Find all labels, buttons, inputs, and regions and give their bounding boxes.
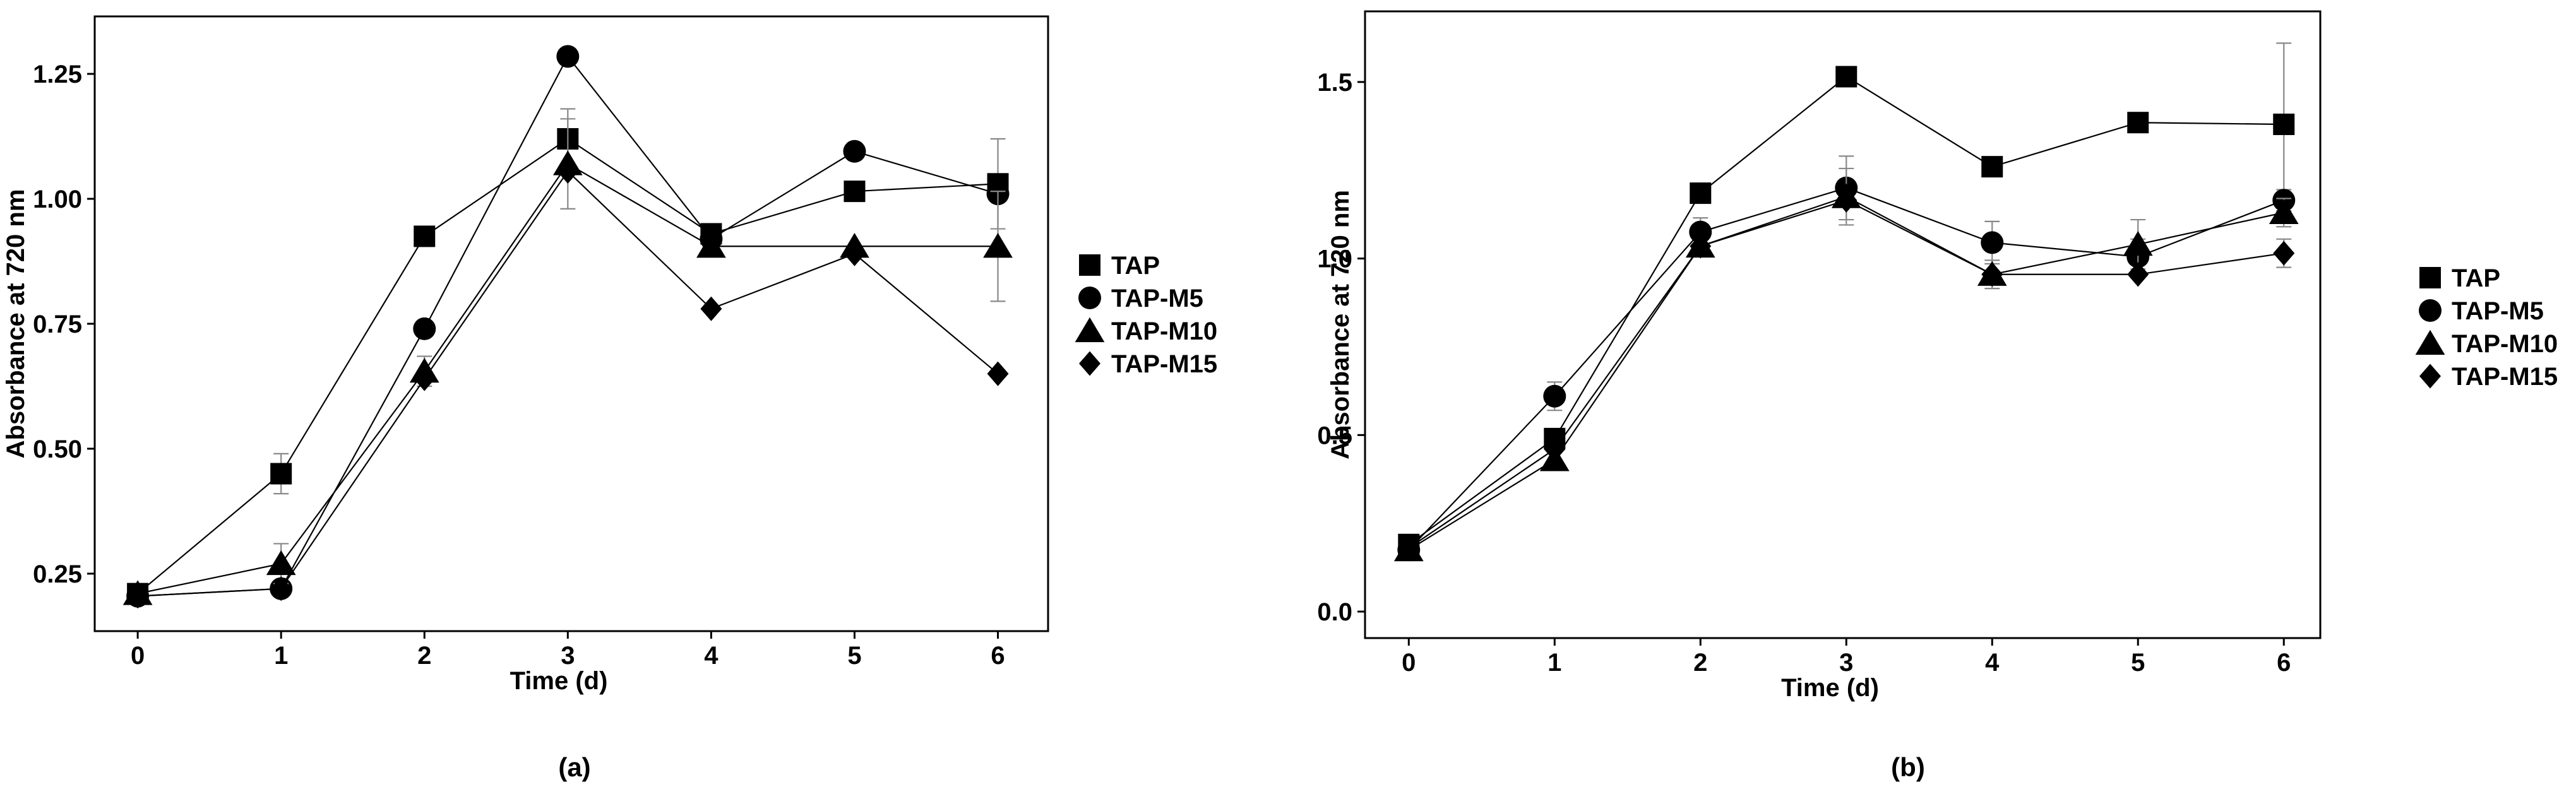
panel-label: (b) — [1891, 752, 1925, 782]
data-point-tap-m15 — [557, 158, 579, 184]
data-point-tap-m15 — [2273, 240, 2295, 266]
x-tick-label: 3 — [1839, 649, 1853, 677]
x-tick-label: 6 — [991, 642, 1005, 670]
data-point-tap — [270, 463, 292, 485]
legend-label-tap-m10: TAP-M10 — [2452, 330, 2558, 358]
series-line-tap-m15 — [138, 170, 999, 597]
data-point-tap-m5 — [1689, 220, 1712, 244]
data-point-tap-m5 — [843, 139, 866, 163]
x-axis-label: Time (d) — [1781, 674, 1879, 702]
series-line-tap-m10 — [137, 163, 998, 595]
x-tick-label: 2 — [417, 642, 431, 670]
data-point-tap — [1981, 156, 2003, 178]
legend-marker-tap-m15 — [1079, 351, 1100, 376]
y-tick-label: 1.25 — [33, 61, 82, 88]
data-point-tap-m10 — [2123, 230, 2153, 256]
data-point-tap — [844, 181, 866, 203]
legend-marker-tap-m15 — [2419, 364, 2441, 389]
x-tick-label: 1 — [274, 642, 288, 670]
y-tick-label: 0.75 — [33, 311, 82, 338]
data-point-tap-m15 — [987, 361, 1009, 386]
x-axis-label: Time (d) — [510, 667, 608, 695]
data-point-tap-m15 — [1981, 262, 2003, 287]
data-point-tap-m15 — [414, 366, 436, 391]
data-point-tap-m15 — [1544, 437, 1566, 462]
legend-label-tap: TAP — [1111, 252, 1160, 280]
data-point-tap-m5 — [1981, 231, 2004, 254]
data-point-tap-m15 — [700, 296, 722, 321]
data-point-tap-m5 — [1543, 384, 1566, 408]
x-tick-label: 5 — [847, 642, 861, 670]
data-point-tap — [2127, 112, 2149, 134]
x-tick-label: 4 — [1985, 649, 2000, 677]
data-point-tap-m10 — [2269, 199, 2299, 224]
data-point-tap-m10 — [983, 233, 1013, 258]
data-point-tap — [414, 225, 436, 247]
plot-frame — [1364, 10, 2322, 639]
legend-label-tap-m5: TAP-M5 — [2452, 297, 2544, 325]
data-point-tap-m15 — [127, 584, 149, 609]
chart-panel-a: 0 1 2 3 4 5 6 0.25 0.50 0.75 1.00 1.25 Time (d) Absor… — [2, 15, 1217, 782]
series-line-tap — [1408, 76, 2284, 545]
legend-label-tap-m10: TAP-M10 — [1111, 317, 1217, 345]
y-tick-label: 0.25 — [33, 560, 82, 588]
y-tick-label: 0.0 — [1317, 598, 1352, 626]
legend-label-tap: TAP — [2452, 264, 2500, 292]
data-point-tap — [1835, 66, 1857, 88]
y-tick-label: 1.00 — [33, 186, 82, 213]
x-tick-label: 0 — [1402, 649, 1416, 677]
chart-panel-b: 0 1 2 3 4 5 6 0.0 0.5 1.0 1.5 Time (d) Absorbance at… — [1317, 10, 2558, 782]
y-tick-label: 0.5 — [1317, 422, 1352, 449]
legend-marker-tap — [2419, 267, 2441, 288]
y-tick-label: 0.50 — [33, 435, 82, 463]
data-point-tap-m15 — [1690, 234, 1712, 259]
y-axis-label: Absorbance at 720 nm — [2, 189, 30, 459]
series-line-tap-m10 — [1408, 196, 2284, 551]
x-tick-label: 5 — [2131, 649, 2145, 677]
y-axis-label: Absorbance at 720 nm — [1327, 190, 1354, 459]
panel-label: (a) — [558, 752, 590, 782]
data-point-tap-m5 — [556, 45, 580, 68]
data-point-tap-m15 — [2127, 262, 2149, 287]
legend-marker-tap — [1079, 254, 1100, 276]
y-tick-label: 1.5 — [1317, 69, 1352, 97]
data-point-tap — [1690, 182, 1712, 204]
data-point-tap-m15 — [1398, 535, 1420, 560]
legend-marker-tap-m10 — [1075, 317, 1105, 343]
legend-marker-tap-m5 — [1078, 287, 1101, 309]
legend-label-tap-m15: TAP-M15 — [2452, 363, 2558, 391]
x-tick-label: 0 — [131, 642, 145, 670]
y-tick-label: 1.0 — [1317, 246, 1352, 273]
data-point-tap-m15 — [270, 576, 292, 601]
data-point-tap-m10 — [266, 550, 296, 576]
x-tick-label: 2 — [1693, 649, 1707, 677]
data-point-tap-m15 — [1835, 187, 1857, 213]
x-tick-label: 4 — [704, 642, 719, 670]
data-point-tap-m5 — [413, 317, 436, 340]
series-line-tap-m5 — [1408, 187, 2284, 550]
legend-label-tap-m5: TAP-M5 — [1111, 285, 1203, 312]
legend-marker-tap-m5 — [2419, 299, 2442, 322]
x-tick-label: 3 — [561, 642, 575, 670]
data-point-tap-m10 — [696, 233, 726, 258]
data-point-tap-m15 — [844, 241, 866, 266]
x-tick-label: 1 — [1547, 649, 1561, 677]
x-tick-label: 6 — [2277, 649, 2291, 677]
legend-marker-tap-m10 — [2415, 329, 2445, 355]
series-line-tap-m15 — [1408, 199, 2284, 549]
data-point-tap — [2273, 114, 2295, 136]
legend-label-tap-m15: TAP-M15 — [1111, 350, 1217, 378]
